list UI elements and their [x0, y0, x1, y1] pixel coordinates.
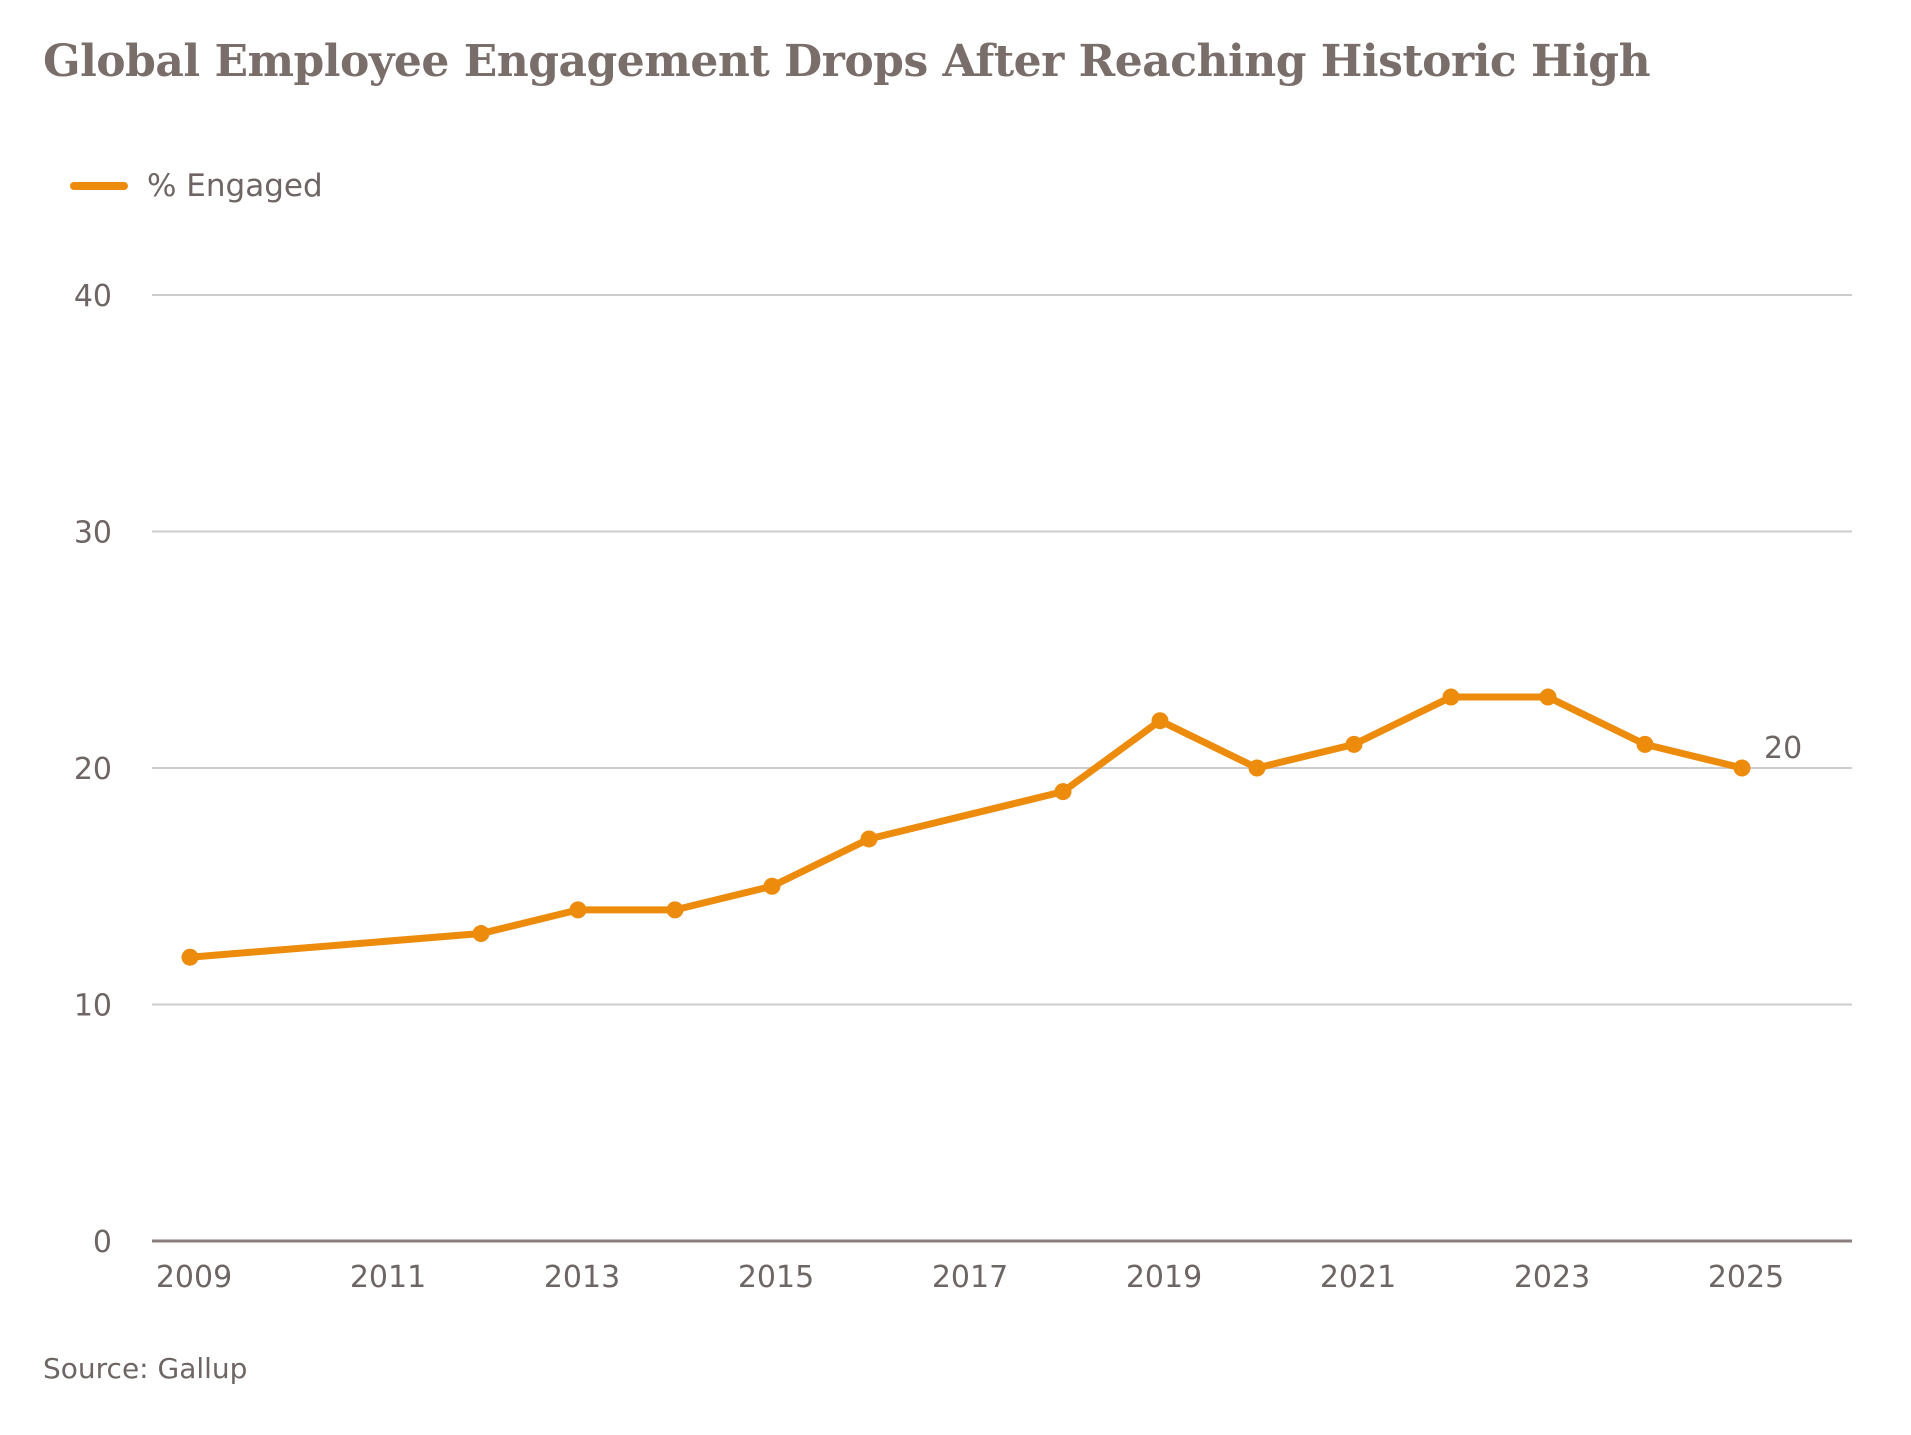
y-tick-label: 0 [93, 1225, 112, 1260]
x-tick-label: 2019 [1126, 1260, 1202, 1295]
chart-title: Global Employee Engagement Drops After R… [43, 36, 1651, 87]
x-tick-label: 2015 [738, 1260, 814, 1295]
series-engaged [181, 688, 1751, 966]
x-tick-label: 2013 [544, 1260, 620, 1295]
legend-line-swatch-icon [70, 182, 128, 190]
x-tick-label: 2017 [932, 1260, 1008, 1295]
x-axis-ticks: 2009 2011 2013 2015 2017 2019 2021 2023 2025 [156, 1260, 1784, 1295]
legend-label: % Engaged [147, 168, 323, 204]
source-note: Source: Gallup [43, 1352, 248, 1385]
data-point [1248, 759, 1266, 777]
data-label: 20 [1764, 731, 1802, 766]
gridlines [152, 294, 1852, 1006]
x-tick-label: 2011 [350, 1260, 426, 1295]
y-tick-label: 20 [74, 752, 112, 787]
data-point [763, 877, 781, 895]
y-tick-label: 40 [74, 279, 112, 314]
x-tick-label: 2023 [1514, 1260, 1590, 1295]
data-point [666, 901, 684, 919]
x-tick-label: 2009 [156, 1260, 232, 1295]
data-point [1054, 783, 1072, 801]
y-tick-label: 30 [74, 516, 112, 551]
data-point [1442, 688, 1460, 706]
series-line [186, 693, 1746, 961]
data-point [181, 948, 199, 966]
data-point [1345, 735, 1363, 753]
data-point [569, 901, 587, 919]
data-point [1733, 759, 1751, 777]
data-point [1539, 688, 1557, 706]
data-point [472, 925, 490, 943]
y-axis-ticks: 0 10 20 30 40 [74, 279, 112, 1260]
annotations: 20 [1764, 731, 1802, 766]
data-point [1151, 712, 1169, 730]
data-point [1636, 735, 1654, 753]
x-tick-label: 2025 [1708, 1260, 1784, 1295]
data-point [860, 830, 878, 848]
legend: % Engaged [70, 168, 323, 204]
x-tick-label: 2021 [1320, 1260, 1396, 1295]
y-tick-label: 10 [74, 989, 112, 1024]
